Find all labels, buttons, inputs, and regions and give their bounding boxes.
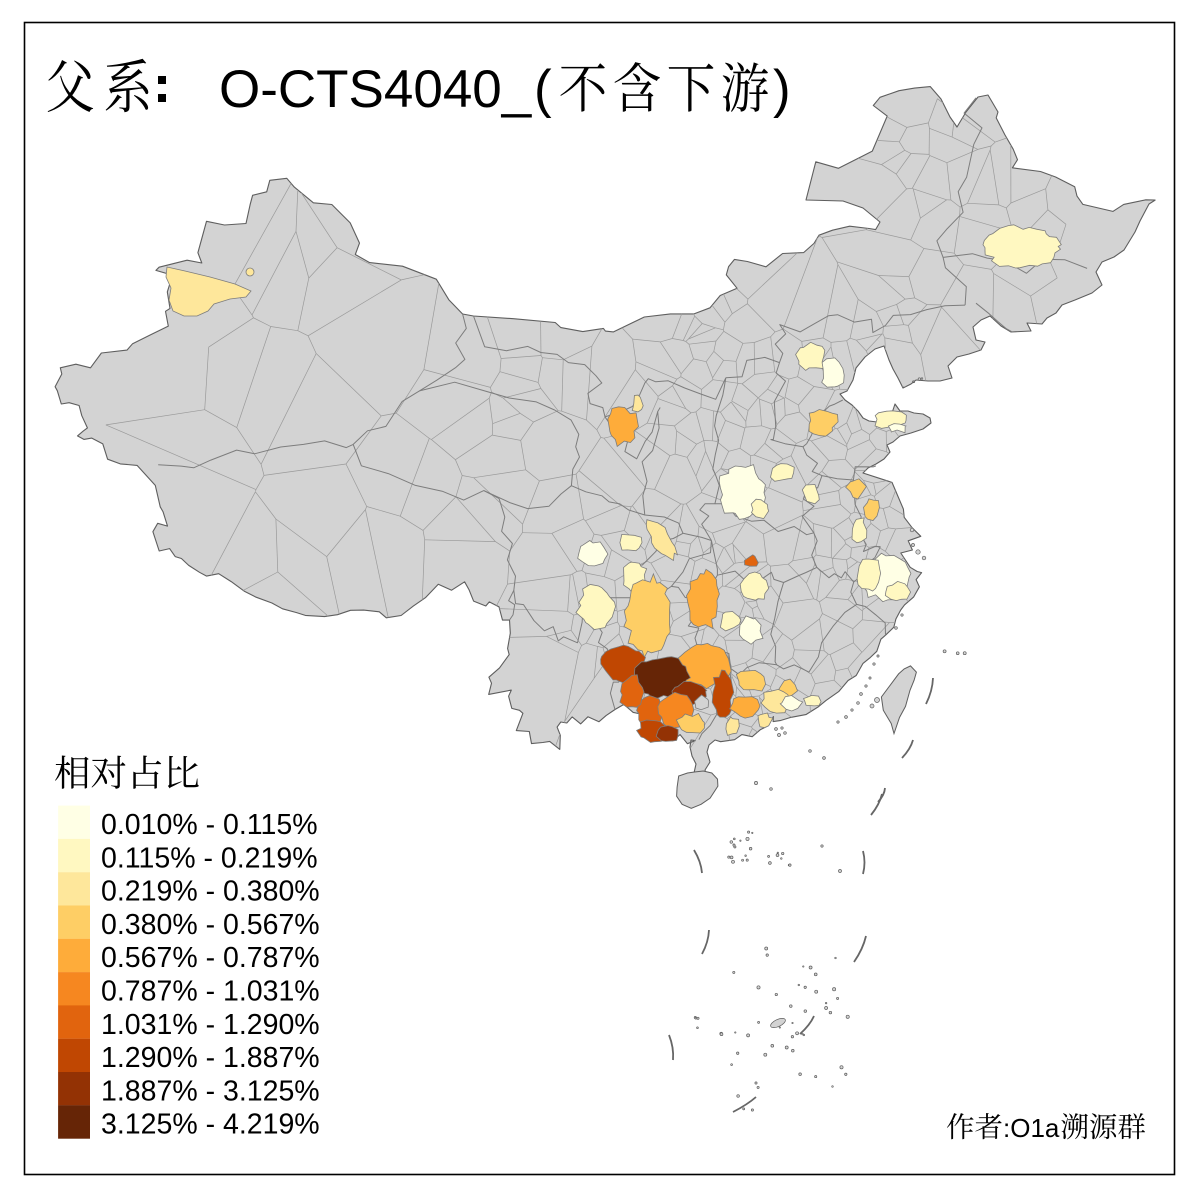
svg-text:): ) bbox=[773, 60, 791, 119]
svg-text::O1a: :O1a bbox=[1003, 1113, 1060, 1143]
svg-text:3.125% - 4.219%: 3.125% - 4.219% bbox=[101, 1109, 320, 1141]
svg-text:(: ( bbox=[534, 60, 552, 119]
svg-text:0.787% - 1.031%: 0.787% - 1.031% bbox=[101, 976, 320, 1008]
svg-text:0.380% - 0.567%: 0.380% - 0.567% bbox=[101, 909, 320, 941]
svg-text:0.567% - 0.787%: 0.567% - 0.787% bbox=[101, 942, 320, 974]
svg-text:1.887% - 3.125%: 1.887% - 3.125% bbox=[101, 1075, 320, 1107]
svg-text:0.115% - 0.219%: 0.115% - 0.219% bbox=[101, 842, 318, 874]
svg-text:O-CTS4040_: O-CTS4040_ bbox=[219, 60, 533, 119]
svg-text:1.290% - 1.887%: 1.290% - 1.887% bbox=[101, 1042, 320, 1074]
svg-text:1.031% - 1.290%: 1.031% - 1.290% bbox=[101, 1009, 320, 1041]
svg-text:0.010% - 0.115%: 0.010% - 0.115% bbox=[101, 809, 318, 841]
svg-text:0.219% - 0.380%: 0.219% - 0.380% bbox=[101, 876, 320, 908]
